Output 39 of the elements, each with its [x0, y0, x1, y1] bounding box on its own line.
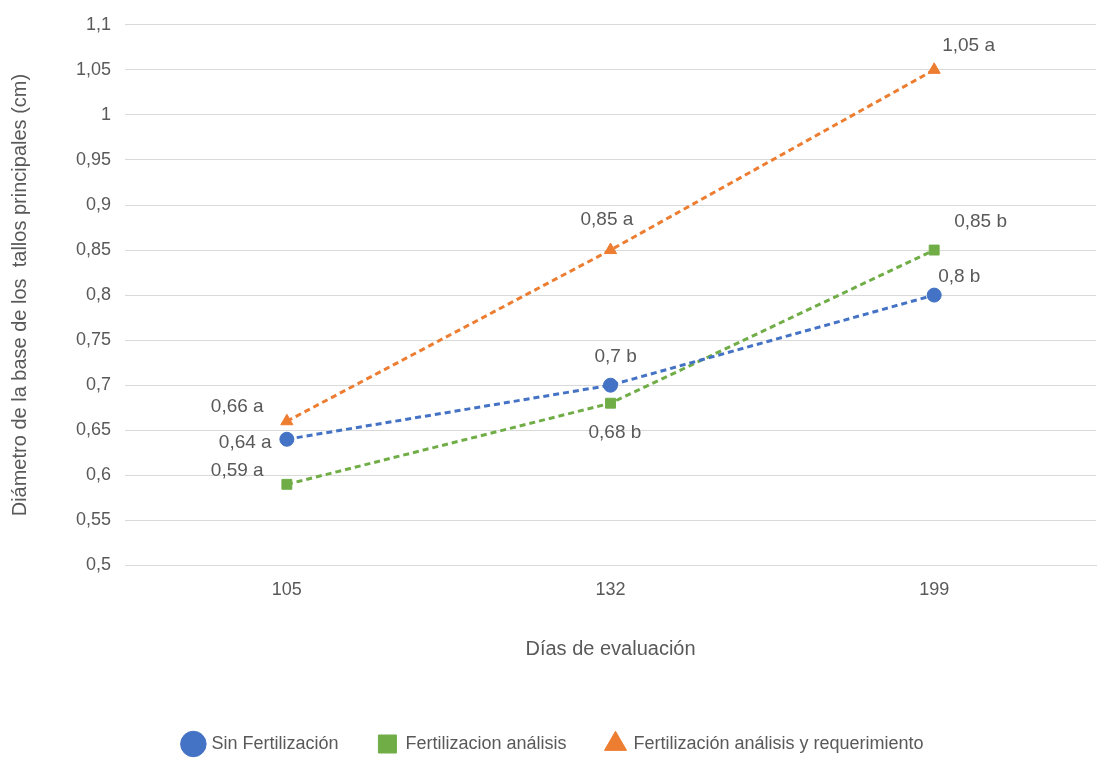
y-tick-label: 0,9 — [86, 193, 112, 214]
y-axis-title: Diámetro de la base de los tallos principales (cm) — [7, 73, 30, 517]
data-label: 0,8 b — [938, 265, 981, 287]
x-tick-label: 105 — [271, 579, 302, 600]
y-tick-label: 0,8 — [86, 284, 112, 305]
point — [281, 478, 293, 490]
y-tick-label: 1,1 — [86, 13, 112, 34]
data-label: 0,66 a — [210, 395, 265, 417]
data-label: 0,85 b — [954, 210, 1007, 232]
x-axis-title: Días de evaluación — [525, 636, 696, 659]
legend-label: Fertilizacion análisis — [405, 732, 567, 753]
data-label: 0,85 a — [580, 208, 634, 230]
point — [605, 397, 616, 409]
point — [926, 287, 942, 303]
legend-label: Sin Fertilización — [211, 732, 339, 753]
y-tick-label: 0,7 — [86, 374, 112, 395]
point — [280, 413, 294, 426]
y-tick-label: 0,85 — [75, 239, 112, 260]
x-tick-label: 199 — [919, 579, 950, 600]
point — [927, 62, 941, 74]
y-tick-label: 0,75 — [75, 329, 112, 350]
data-label: 1,05 a — [942, 34, 996, 56]
y-tick-label: 0,6 — [86, 464, 112, 485]
data-label: 0,64 a — [218, 431, 273, 453]
y-tick-label: 0,55 — [75, 509, 112, 530]
data-label: 0,59 a — [210, 458, 265, 480]
y-tick-label: 0,95 — [75, 148, 112, 169]
y-tick-label: 1,05 — [75, 58, 112, 79]
legend-label: Fertilización análisis y requerimiento — [633, 732, 924, 753]
y-tick-label: 0,5 — [86, 554, 112, 575]
point — [928, 244, 940, 256]
y-tick-label: 0,65 — [75, 419, 112, 440]
x-tick-label: 132 — [595, 579, 626, 600]
data-label: 0,68 b — [588, 421, 642, 443]
y-tick-label: 1 — [101, 103, 112, 124]
point — [603, 242, 618, 255]
point — [603, 377, 619, 393]
data-label: 0,7 b — [594, 345, 637, 367]
point — [279, 431, 295, 447]
